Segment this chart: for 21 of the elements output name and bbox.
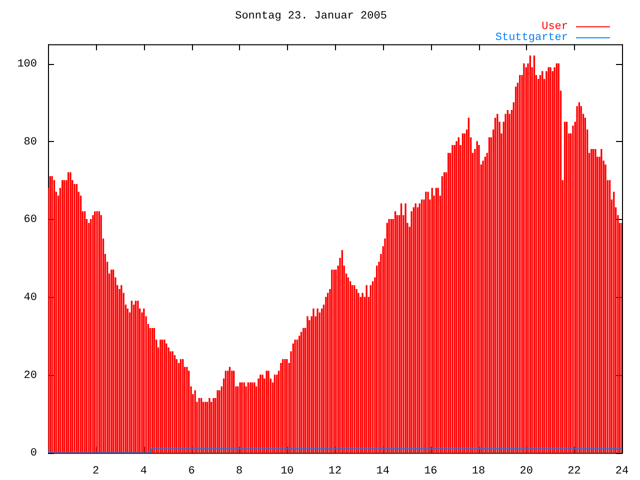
x-tick-label: 24 <box>615 465 629 478</box>
y-tick-label: 80 <box>24 136 37 148</box>
chart-title: Sonntag 23. Januar 2005 <box>235 10 387 23</box>
x-tick-label: 10 <box>280 465 294 478</box>
x-tick-label: 20 <box>520 465 533 478</box>
x-tick-label: 16 <box>424 465 438 478</box>
legend-label: Stuttgarter <box>495 32 568 44</box>
y-tick-label: 60 <box>24 214 37 226</box>
x-tick-label: 8 <box>236 465 243 478</box>
y-tick-label: 20 <box>24 370 37 382</box>
x-tick-label: 22 <box>568 465 581 478</box>
x-tick-label: 6 <box>188 465 195 478</box>
x-tick-label: 18 <box>472 465 486 478</box>
x-tick-label: 4 <box>140 465 148 478</box>
legend-label: User <box>542 21 568 34</box>
y-tick-label: 100 <box>17 58 37 71</box>
y-tick-label: 40 <box>24 292 37 304</box>
x-tick-label: 2 <box>92 465 100 478</box>
x-tick-label: 14 <box>376 465 390 478</box>
x-tick-label: 12 <box>328 465 342 478</box>
y-tick-label: 0 <box>30 448 37 460</box>
